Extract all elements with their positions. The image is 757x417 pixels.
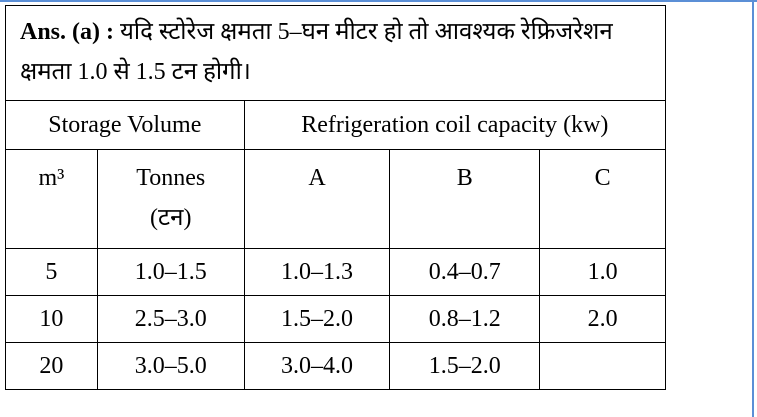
header-cell: m³ <box>5 149 98 249</box>
data-cell: 1.0 <box>539 248 666 296</box>
group-header: Storage Volume <box>5 100 245 150</box>
data-cell: 3.0–5.0 <box>96 342 245 390</box>
answer-label: Ans. (a) : <box>20 19 114 45</box>
data-cell: 20 <box>5 342 98 390</box>
answer-row: Ans. (a) : यदि स्टोरेज क्षमता 5–घन मीटर … <box>5 5 666 101</box>
data-cell: 2.0 <box>539 295 666 343</box>
group-header: Refrigeration coil capacity (kw) <box>243 100 667 150</box>
header-cell: B <box>389 149 541 249</box>
data-cell: 0.8–1.2 <box>389 295 541 343</box>
data-row: 10 2.5–3.0 1.5–2.0 0.8–1.2 2.0 <box>5 295 666 343</box>
top-border <box>0 0 757 2</box>
header-text: Tonnes <box>136 165 206 191</box>
data-cell <box>539 342 666 390</box>
group-header-row: Storage Volume Refrigeration coil capaci… <box>5 100 667 150</box>
answer-cell: Ans. (a) : यदि स्टोरेज क्षमता 5–घन मीटर … <box>5 5 666 101</box>
data-cell: 2.5–3.0 <box>96 295 245 343</box>
data-cell: 1.5–2.0 <box>243 295 391 343</box>
header-row: m³ Tonnes (टन) A B C <box>5 149 666 249</box>
data-cell: 10 <box>5 295 98 343</box>
data-cell: 1.0–1.3 <box>243 248 391 296</box>
data-cell: 5 <box>5 248 98 296</box>
data-row: 20 3.0–5.0 3.0–4.0 1.5–2.0 <box>5 342 666 390</box>
header-cell: A <box>243 149 391 249</box>
data-cell: 0.4–0.7 <box>389 248 541 296</box>
answer-table: Ans. (a) : यदि स्टोरेज क्षमता 5–घन मीटर … <box>5 5 667 390</box>
header-cell: C <box>539 149 666 249</box>
data-cell: 3.0–4.0 <box>243 342 391 390</box>
right-border <box>752 0 754 417</box>
data-cell: 1.0–1.5 <box>96 248 245 296</box>
data-row: 5 1.0–1.5 1.0–1.3 0.4–0.7 1.0 <box>5 248 666 296</box>
header-cell: Tonnes (टन) <box>96 149 245 249</box>
header-text: (टन) <box>150 205 192 231</box>
data-cell: 1.5–2.0 <box>389 342 541 390</box>
answer-text: यदि स्टोरेज क्षमता 5–घन मीटर हो तो आवश्य… <box>20 19 613 85</box>
